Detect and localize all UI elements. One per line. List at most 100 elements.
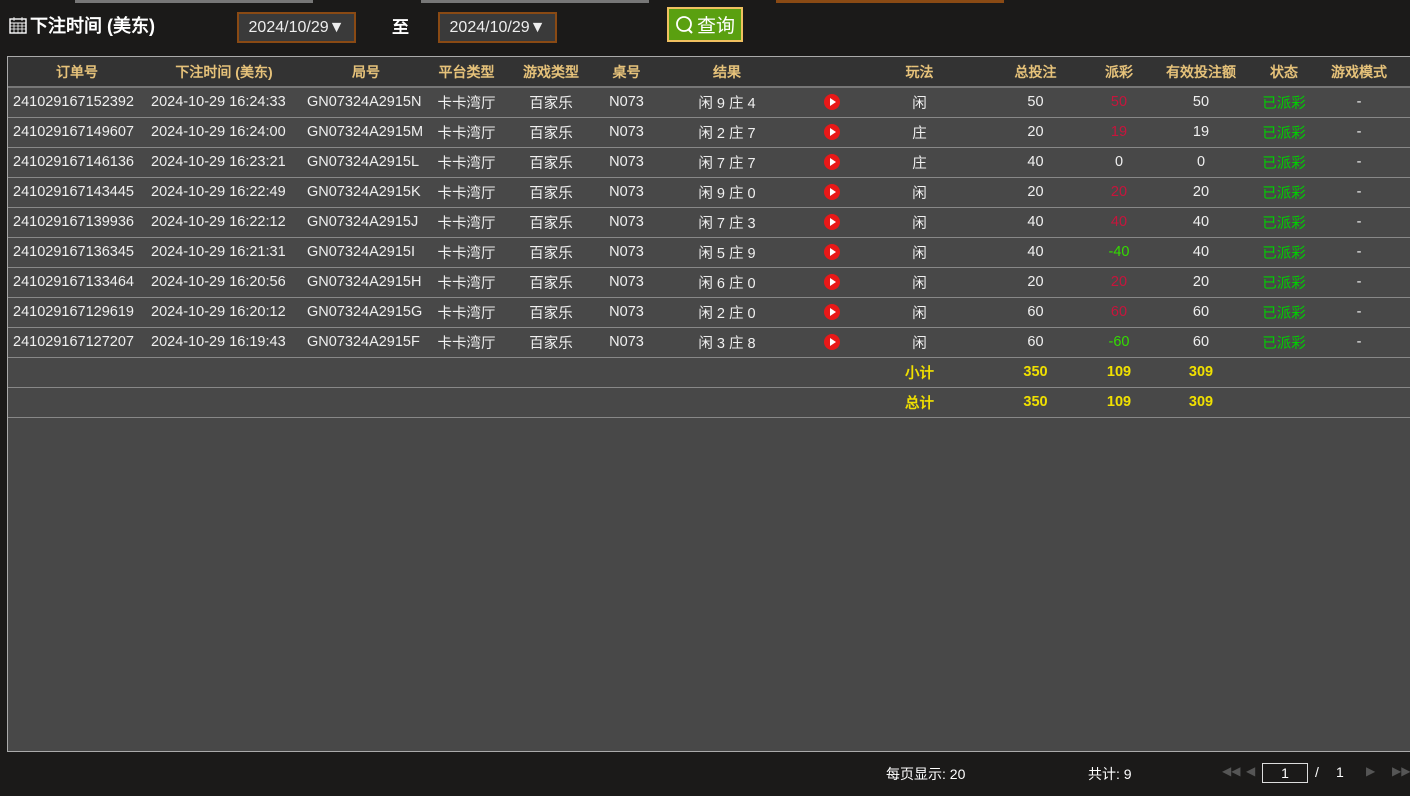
cell-valid: 40 (1142, 207, 1260, 238)
replay-video-icon[interactable] (824, 184, 840, 201)
cell-platform: 卡卡湾厅 (430, 267, 503, 298)
replay-cell (800, 207, 864, 238)
cell-order: 241029167139936 (8, 207, 146, 238)
cell-valid: 20 (1142, 267, 1260, 298)
top-field-1 (75, 0, 313, 3)
cell-time: 2024-10-29 16:23:21 (146, 147, 302, 178)
cell-round: GN07324A2915G (302, 297, 430, 328)
cell-status: 已派彩 (1260, 87, 1308, 118)
cell-result: 闲 5 庄 9 (654, 237, 800, 268)
cell-play: 闲 (864, 267, 975, 298)
table-row: 241029167149607 2024-10-29 16:24:00 GN0732… (8, 117, 1410, 148)
cell-play: 庄 (864, 147, 975, 178)
replay-cell (800, 117, 864, 148)
table-row: 241029167146136 2024-10-29 16:23:21 GN0732… (8, 147, 1410, 178)
cell-bet: 20 (975, 267, 1096, 298)
cell-table: N073 (599, 207, 654, 238)
replay-video-icon[interactable] (824, 94, 840, 111)
cell-result: 闲 7 庄 3 (654, 207, 800, 238)
cell-result: 闲 2 庄 0 (654, 297, 800, 328)
cell-table: N073 (599, 177, 654, 208)
cell-time: 2024-10-29 16:22:49 (146, 177, 302, 208)
cell-platform: 卡卡湾厅 (430, 237, 503, 268)
cell-play: 闲 (864, 177, 975, 208)
cell-play: 闲 (864, 297, 975, 328)
cell-bet: 40 (975, 147, 1096, 178)
cell-payout: -40 (1096, 237, 1142, 268)
cell-status: 已派彩 (1260, 237, 1308, 268)
column-header: 下注时间 (美东) (146, 57, 302, 88)
end-date-select[interactable]: 2024/10/29▼ (438, 12, 557, 43)
prev-page-icon[interactable]: ◀ (1246, 764, 1256, 778)
cell-mode: - (1308, 327, 1410, 358)
next-page-icon[interactable]: ▶ (1366, 764, 1376, 778)
replay-video-icon[interactable] (824, 154, 840, 171)
total-bet: 350 (975, 387, 1096, 418)
cell-order: 241029167152392 (8, 87, 146, 118)
subtotal-valid: 309 (1142, 357, 1260, 388)
subtotal-bet: 350 (975, 357, 1096, 388)
table-header: 订单号 下注时间 (美东) 局号 平台类型 游戏类型 桌号 结果 玩法 总投注 派彩 有效投注额 状态… (8, 57, 1410, 88)
cell-mode: - (1308, 267, 1410, 298)
cell-time: 2024-10-29 16:20:12 (146, 297, 302, 328)
total-pages: 1 (1336, 764, 1344, 780)
total-valid: 309 (1142, 387, 1260, 418)
cell-time: 2024-10-29 16:24:00 (146, 117, 302, 148)
table-row: 241029167143445 2024-10-29 16:22:49 GN0732… (8, 177, 1410, 208)
replay-video-icon[interactable] (824, 304, 840, 321)
cell-time: 2024-10-29 16:19:43 (146, 327, 302, 358)
cell-result: 闲 2 庄 7 (654, 117, 800, 148)
cell-play: 闲 (864, 207, 975, 238)
replay-video-icon[interactable] (824, 274, 840, 291)
replay-video-icon[interactable] (824, 334, 840, 351)
column-header: 派彩 (1096, 57, 1142, 88)
cell-payout: 40 (1096, 207, 1142, 238)
replay-video-icon[interactable] (824, 244, 840, 261)
cell-result: 闲 9 庄 0 (654, 177, 800, 208)
cell-game: 百家乐 (503, 237, 599, 268)
page-input[interactable] (1262, 763, 1308, 783)
cell-table: N073 (599, 147, 654, 178)
total-row: 总计 350 109 309 (8, 387, 1410, 418)
cell-payout: 50 (1096, 87, 1142, 118)
cell-round: GN07324A2915H (302, 267, 430, 298)
cell-mode: - (1308, 237, 1410, 268)
replay-cell (800, 87, 864, 118)
cell-mode: - (1308, 297, 1410, 328)
cell-bet: 20 (975, 117, 1096, 148)
cell-table: N073 (599, 237, 654, 268)
column-header: 结果 (654, 57, 800, 88)
last-page-icon[interactable]: ▶▶ (1392, 764, 1410, 778)
calendar-icon (9, 17, 27, 34)
column-header: 桌号 (599, 57, 654, 88)
cell-valid: 19 (1142, 117, 1260, 148)
cell-order: 241029167146136 (8, 147, 146, 178)
replay-video-icon[interactable] (824, 124, 840, 141)
cell-table: N073 (599, 117, 654, 148)
cell-play: 庄 (864, 117, 975, 148)
cell-round: GN07324A2915N (302, 87, 430, 118)
replay-video-icon[interactable] (824, 214, 840, 231)
column-header: 游戏模式 (1308, 57, 1410, 88)
top-field-2 (421, 0, 649, 3)
start-date-select[interactable]: 2024/10/29▼ (237, 12, 356, 43)
replay-cell (800, 147, 864, 178)
cell-round: GN07324A2915M (302, 117, 430, 148)
replay-cell (800, 267, 864, 298)
cell-valid: 40 (1142, 237, 1260, 268)
first-page-icon[interactable]: ◀◀ (1222, 764, 1241, 778)
cell-platform: 卡卡湾厅 (430, 147, 503, 178)
query-button[interactable]: 查询 (667, 7, 743, 42)
cell-status: 已派彩 (1260, 297, 1308, 328)
search-icon (676, 15, 693, 34)
cell-game: 百家乐 (503, 147, 599, 178)
cell-valid: 60 (1142, 327, 1260, 358)
total-payout: 109 (1096, 387, 1142, 418)
subtotal-label: 小计 (864, 357, 975, 388)
top-field-3 (776, 0, 1004, 3)
cell-result: 闲 9 庄 4 (654, 87, 800, 118)
cell-game: 百家乐 (503, 117, 599, 148)
cell-round: GN07324A2915F (302, 327, 430, 358)
total-count: 共计: 9 (1088, 766, 1132, 782)
cell-status: 已派彩 (1260, 327, 1308, 358)
